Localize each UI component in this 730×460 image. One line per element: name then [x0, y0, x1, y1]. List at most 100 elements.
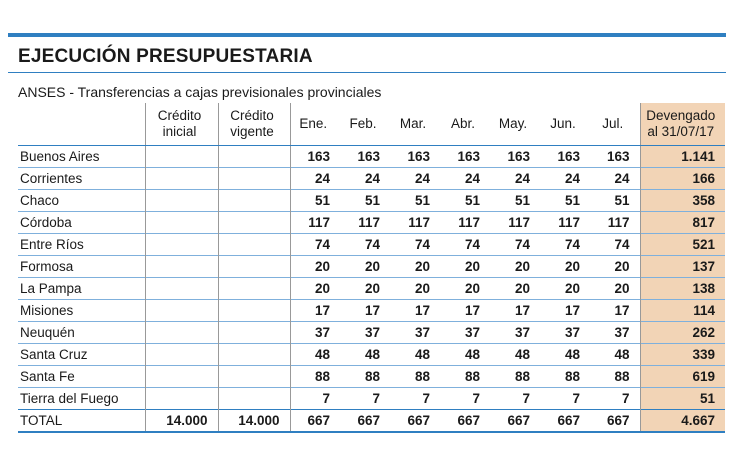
cell: 20: [289, 277, 340, 300]
total-cell: 619: [639, 365, 725, 388]
data-row: Misiones 17 17 17 17 17 17 17 114: [18, 299, 725, 322]
cell: 24: [440, 167, 490, 190]
cell: 74: [340, 233, 390, 256]
row-name: Misiones: [18, 299, 145, 322]
header-cell: Devengado al 31/07/17: [639, 103, 725, 146]
cell: 37: [340, 321, 390, 344]
cell: 51: [540, 189, 590, 212]
cell: 667: [289, 409, 340, 433]
row-name: Buenos Aires: [18, 145, 145, 168]
cell: [144, 343, 218, 366]
cell: 88: [590, 365, 640, 388]
cell: 7: [340, 387, 390, 410]
data-row: Tierra del Fuego 7 7 7 7 7 7 7 51: [18, 387, 725, 410]
cell: 37: [289, 321, 340, 344]
cell: 88: [289, 365, 340, 388]
cell: [217, 299, 290, 322]
cell: 37: [540, 321, 590, 344]
cell: [217, 343, 290, 366]
cell: 14.000: [217, 409, 290, 433]
cell: 117: [590, 211, 640, 234]
cell: 51: [490, 189, 540, 212]
cell: 20: [490, 255, 540, 278]
cell: 48: [340, 343, 390, 366]
total-cell: 358: [639, 189, 725, 212]
total-cell: 521: [639, 233, 725, 256]
cell: 7: [590, 387, 640, 410]
cell: 17: [340, 299, 390, 322]
rule: [8, 72, 726, 73]
cell: 7: [289, 387, 340, 410]
cell: [144, 365, 218, 388]
cell: 74: [490, 233, 540, 256]
cell: 20: [340, 255, 390, 278]
row-name: La Pampa: [18, 277, 145, 300]
cell: [144, 299, 218, 322]
data-row: Santa Fe 88 88 88 88 88 88 88 619: [18, 365, 725, 388]
header-cell: Crédito inicial: [144, 103, 218, 146]
cell: 117: [390, 211, 440, 234]
total-cell: 339: [639, 343, 725, 366]
total-cell: 262: [639, 321, 725, 344]
row-name: Santa Fe: [18, 365, 145, 388]
top-bar: [8, 33, 726, 37]
row-name: TOTAL: [18, 409, 145, 433]
cell: 48: [590, 343, 640, 366]
cell: 74: [289, 233, 340, 256]
header-cell: Mar.: [390, 103, 440, 146]
total-cell: 138: [639, 277, 725, 300]
cell: 74: [390, 233, 440, 256]
cell: 20: [390, 255, 440, 278]
data-row: Formosa 20 20 20 20 20 20 20 137: [18, 255, 725, 278]
cell: 117: [340, 211, 390, 234]
title: EJECUCIÓN PRESUPUESTARIA: [18, 46, 313, 67]
cell: 20: [440, 255, 490, 278]
cell: [217, 145, 290, 168]
cell: 20: [490, 277, 540, 300]
header-cell: Jun.: [540, 103, 590, 146]
cell: 7: [490, 387, 540, 410]
cell: 20: [340, 277, 390, 300]
cell: 24: [340, 167, 390, 190]
cell: 17: [289, 299, 340, 322]
cell: [217, 387, 290, 410]
cell: 20: [390, 277, 440, 300]
row-name: Tierra del Fuego: [18, 387, 145, 410]
cell: 74: [540, 233, 590, 256]
cell: 37: [590, 321, 640, 344]
cell: 37: [390, 321, 440, 344]
data-row: Buenos Aires 163 163 163 163 163 163 163 1.141: [18, 145, 725, 168]
cell: [217, 255, 290, 278]
total-cell: 4.667: [639, 409, 725, 433]
row-name: Córdoba: [18, 211, 145, 234]
cell: 163: [590, 145, 640, 168]
cell: 20: [590, 277, 640, 300]
cell: [217, 167, 290, 190]
cell: 667: [490, 409, 540, 433]
data-row: Santa Cruz 48 48 48 48 48 48 48 339: [18, 343, 725, 366]
cell: [217, 211, 290, 234]
cell: 667: [390, 409, 440, 433]
cell: 20: [440, 277, 490, 300]
cell: [144, 233, 218, 256]
cell: 37: [490, 321, 540, 344]
cell: 163: [490, 145, 540, 168]
cell: 667: [540, 409, 590, 433]
header-cell: Crédito vigente: [217, 103, 290, 146]
data-row: Chaco 51 51 51 51 51 51 51 358: [18, 189, 725, 212]
cell: 88: [540, 365, 590, 388]
header-cell: May.: [490, 103, 540, 146]
cell: [217, 233, 290, 256]
cell: 20: [289, 255, 340, 278]
cell: 24: [390, 167, 440, 190]
cell: [144, 167, 218, 190]
cell: 51: [440, 189, 490, 212]
cell: [217, 277, 290, 300]
row-name: Corrientes: [18, 167, 145, 190]
cell: 51: [390, 189, 440, 212]
total-cell: 51: [639, 387, 725, 410]
data-row: Neuquén 37 37 37 37 37 37 37 262: [18, 321, 725, 344]
data-row: Córdoba 117 117 117 117 117 117 117 817: [18, 211, 725, 234]
cell: [217, 321, 290, 344]
